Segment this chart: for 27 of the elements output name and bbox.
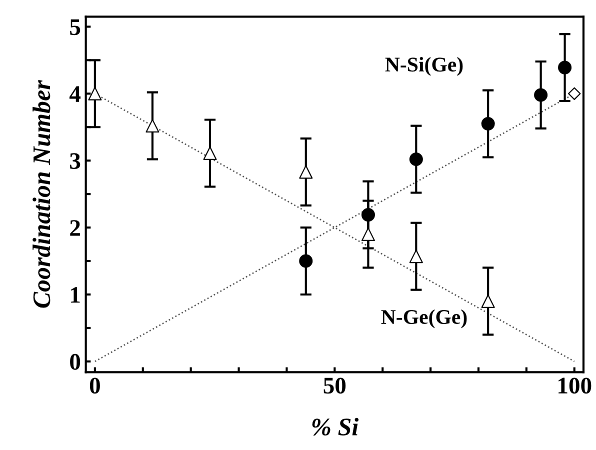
point bbox=[299, 165, 313, 179]
series-label: N-Ge(Ge) bbox=[381, 309, 467, 328]
x-tick-label: 100 bbox=[558, 378, 592, 394]
point bbox=[409, 152, 423, 166]
point bbox=[146, 119, 160, 133]
point bbox=[361, 208, 375, 222]
y-tick-label: 1 bbox=[71, 287, 80, 303]
text: N-Si(Ge) bbox=[385, 56, 463, 76]
point bbox=[88, 86, 102, 100]
y-axis-title: Coordination Number bbox=[32, 80, 50, 308]
point bbox=[534, 88, 548, 102]
point bbox=[558, 60, 572, 74]
point bbox=[299, 254, 313, 268]
y-tick-label: 3 bbox=[70, 153, 80, 170]
x-tick-label: 0 bbox=[90, 378, 100, 394]
y-tick-label: 0 bbox=[70, 354, 80, 370]
x-tick-label: 50 bbox=[324, 378, 346, 394]
point bbox=[361, 227, 375, 241]
point bbox=[481, 117, 495, 131]
point bbox=[481, 294, 495, 308]
point bbox=[203, 146, 217, 160]
x-axis-title: % Si bbox=[312, 418, 359, 436]
point bbox=[409, 250, 423, 264]
y-tick-label: 4 bbox=[69, 86, 81, 102]
y-tick-label: 5 bbox=[70, 19, 80, 36]
point bbox=[568, 87, 581, 100]
y-tick-label: 2 bbox=[70, 220, 80, 236]
